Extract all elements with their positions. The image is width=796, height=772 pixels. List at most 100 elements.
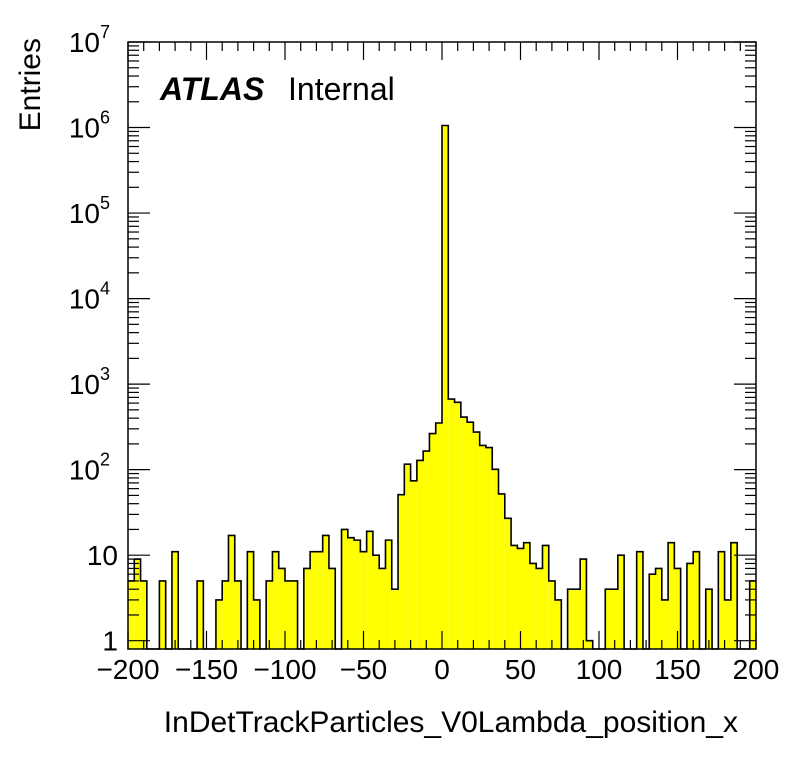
histogram-bin xyxy=(134,559,141,649)
histogram-bin xyxy=(253,599,260,649)
histogram-bin xyxy=(222,580,229,649)
histogram-bin xyxy=(347,537,355,649)
x-tick-label: 0 xyxy=(434,654,450,685)
histogram-bin xyxy=(674,568,681,649)
histogram-bin xyxy=(372,555,380,649)
x-tick-label: −200 xyxy=(96,654,159,685)
y-tick-label: 1 xyxy=(102,626,118,657)
histogram-bin xyxy=(511,545,518,649)
histogram-bin xyxy=(410,480,417,649)
histogram-bin xyxy=(385,540,392,649)
histogram-bin xyxy=(171,551,179,649)
histogram-bin xyxy=(555,599,562,649)
y-axis-ticks: 1 10 102 103 104 105 106 107 xyxy=(69,22,756,657)
histogram-bin xyxy=(617,555,625,649)
histogram-bin xyxy=(416,460,424,649)
x-tick-label: 150 xyxy=(654,654,701,685)
x-tick-label: −150 xyxy=(175,654,238,685)
histogram-bin xyxy=(536,568,543,649)
histogram-bin xyxy=(693,551,700,649)
histogram-bin xyxy=(234,580,242,649)
x-tick-label: −100 xyxy=(253,654,316,685)
histogram-bin xyxy=(197,580,204,649)
histogram-bin xyxy=(316,551,323,649)
histogram-bin xyxy=(429,433,436,649)
y-tick-label: 104 xyxy=(69,279,110,315)
histogram-bin xyxy=(605,589,612,649)
histogram-bin xyxy=(504,518,512,649)
x-tick-label: 200 xyxy=(733,654,780,685)
histogram-bin xyxy=(529,563,537,649)
histogram-bin xyxy=(272,551,279,649)
histogram-bin xyxy=(479,445,486,649)
histogram-bin xyxy=(159,580,166,649)
histogram-bin xyxy=(303,568,311,649)
histogram-bin xyxy=(517,548,524,649)
histogram-bin xyxy=(454,402,461,649)
y-tick-label: 107 xyxy=(69,22,110,58)
histogram-bin xyxy=(354,540,361,649)
histogram-bin xyxy=(391,589,399,649)
atlas-label: ATLAS xyxy=(159,71,265,107)
histogram-bin xyxy=(278,568,285,649)
x-tick-label: −50 xyxy=(340,654,388,685)
histogram-bin xyxy=(485,447,493,649)
histogram-bin xyxy=(467,422,474,649)
histogram-bin xyxy=(542,545,549,649)
histogram-bin xyxy=(649,574,656,649)
histogram-bin xyxy=(611,589,618,649)
histogram-bin xyxy=(705,589,713,649)
x-axis-ticks: −200 −150 −100 −50 0 50 100 150 200 xyxy=(96,42,779,685)
histogram-bin xyxy=(636,551,643,649)
histogram-bin xyxy=(448,399,455,649)
histogram-bin xyxy=(266,580,273,649)
histogram-bin xyxy=(655,568,662,649)
x-tick-label: 50 xyxy=(505,654,536,685)
x-tick-label: 100 xyxy=(576,654,623,685)
histogram-bin xyxy=(398,494,405,649)
histogram-bin xyxy=(548,580,556,649)
y-tick-label: 102 xyxy=(69,450,110,486)
histogram-bin xyxy=(586,640,593,649)
histogram-bin xyxy=(498,493,505,649)
x-axis-title: InDetTrackParticles_V0Lambda_position_x xyxy=(164,706,738,739)
histogram-bin xyxy=(718,551,725,649)
histogram-bin xyxy=(247,551,254,649)
histogram-bin xyxy=(328,568,336,649)
histogram-bin xyxy=(573,589,581,649)
histogram-bin xyxy=(435,423,442,649)
histogram-bin xyxy=(661,599,669,649)
y-tick-label: 103 xyxy=(69,364,110,400)
y-axis-title: Entries xyxy=(14,38,47,131)
histogram-bin xyxy=(730,542,738,649)
histogram-bin xyxy=(668,542,675,649)
histogram-bin xyxy=(322,535,329,649)
histogram-bin xyxy=(360,551,367,649)
histogram-bin xyxy=(523,542,530,649)
y-tick-label: 106 xyxy=(69,108,110,144)
histogram-bin xyxy=(215,599,223,649)
internal-label: Internal xyxy=(288,71,395,107)
histogram-bars xyxy=(128,124,756,650)
histogram-bin xyxy=(567,589,574,649)
histogram-bin xyxy=(140,580,147,649)
histogram-bin xyxy=(285,580,292,649)
histogram-bin xyxy=(686,563,694,649)
histogram-bin xyxy=(423,451,430,649)
histogram-bin xyxy=(404,464,411,649)
histogram-outline xyxy=(128,124,756,650)
histogram-bin xyxy=(291,580,298,649)
histogram-bin xyxy=(310,551,317,649)
histogram-bin xyxy=(379,568,386,649)
histogram-bin xyxy=(366,531,373,649)
y-tick-label: 105 xyxy=(69,193,110,229)
histogram-bin xyxy=(580,559,587,649)
histogram-bin xyxy=(442,125,449,649)
histogram-bin xyxy=(473,432,480,649)
histogram-bin xyxy=(228,535,235,649)
y-tick-label: 10 xyxy=(87,540,118,571)
histogram-bin xyxy=(341,529,348,649)
histogram-bin xyxy=(492,469,499,649)
